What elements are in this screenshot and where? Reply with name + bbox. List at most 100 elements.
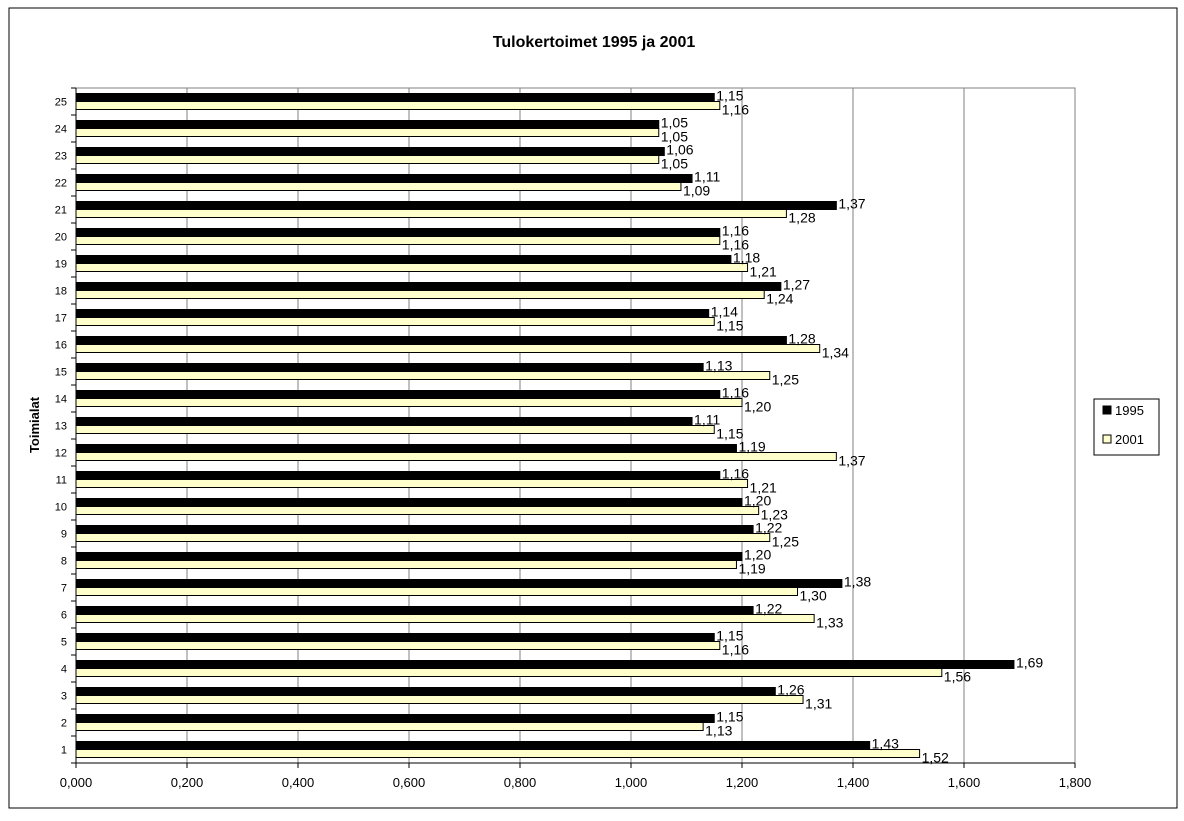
data-label-1995: 1,15 — [716, 88, 743, 104]
data-label-1995: 1,18 — [733, 250, 760, 266]
y-tick-label: 19 — [55, 259, 67, 271]
y-tick-label: 17 — [55, 313, 67, 325]
bar-2001 — [75, 479, 749, 488]
x-tick-label: 1,800 — [1059, 775, 1092, 790]
bar-2001 — [75, 371, 771, 380]
data-label-1995: 1,37 — [838, 196, 865, 212]
data-label-1995: 1,20 — [744, 493, 771, 509]
data-label-1995: 1,69 — [1016, 655, 1043, 671]
legend: 1995 2001 — [1093, 398, 1160, 456]
data-label-1995: 1,27 — [783, 277, 810, 293]
data-labels: 1,431,521,151,131,261,311,691,561,151,16… — [661, 88, 1044, 766]
y-tick-label: 22 — [55, 178, 67, 190]
data-label-2001: 1,20 — [744, 399, 771, 415]
bar-2001 — [75, 425, 715, 434]
bar-2001 — [75, 209, 787, 218]
bar-1995 — [75, 282, 782, 291]
data-label-2001: 1,25 — [772, 372, 799, 388]
legend-box — [1093, 398, 1160, 456]
y-tick-label: 1 — [61, 745, 67, 757]
y-tick-label: 11 — [56, 475, 67, 487]
x-tick-label: 0,400 — [282, 775, 315, 790]
bar-2001 — [75, 155, 660, 164]
bar-2001 — [75, 749, 921, 758]
bars — [75, 93, 1015, 758]
bar-1995 — [75, 93, 715, 102]
bar-1995 — [75, 390, 721, 399]
data-label-2001: 1,16 — [722, 102, 749, 118]
bar-1995 — [75, 633, 715, 642]
y-tick-label: 9 — [61, 529, 67, 541]
y-tick-label: 13 — [55, 421, 67, 433]
bar-2001 — [75, 398, 743, 407]
bar-2001 — [75, 560, 737, 569]
legend-swatch-2001 — [1102, 434, 1112, 444]
bar-1995 — [75, 498, 743, 507]
bar-1995 — [75, 174, 693, 183]
bar-1995 — [75, 336, 787, 345]
data-label-1995: 1,06 — [666, 142, 693, 158]
data-label-2001: 1,05 — [661, 156, 688, 172]
data-label-2001: 1,23 — [761, 507, 788, 523]
bar-1995 — [75, 687, 776, 696]
bar-1995 — [75, 741, 871, 750]
data-label-1995: 1,15 — [716, 709, 743, 725]
data-label-1995: 1,22 — [755, 601, 782, 617]
y-tick-label: 3 — [61, 691, 67, 703]
data-label-2001: 1,21 — [750, 264, 777, 280]
data-label-2001: 1,56 — [944, 669, 971, 685]
x-tick-label: 0,200 — [171, 775, 204, 790]
data-label-1995: 1,22 — [755, 520, 782, 536]
data-label-2001: 1,09 — [683, 183, 710, 199]
y-tick-label: 18 — [55, 286, 67, 298]
bar-1995 — [75, 606, 754, 615]
data-label-2001: 1,33 — [816, 615, 843, 631]
data-label-2001: 1,37 — [838, 453, 865, 469]
y-tick-label: 8 — [61, 556, 67, 568]
bar-2001 — [75, 344, 821, 353]
data-label-1995: 1,20 — [744, 547, 771, 563]
bar-1995 — [75, 228, 721, 237]
bar-2001 — [75, 317, 715, 326]
y-tick-label: 23 — [55, 151, 67, 163]
legend-label-1995: 1995 — [1115, 403, 1144, 418]
y-tick-label: 16 — [55, 340, 67, 352]
x-tick-label: 0,600 — [393, 775, 426, 790]
chart-title: Tulokertoimet 1995 ja 2001 — [493, 34, 696, 51]
x-tick-label: 0,000 — [60, 775, 93, 790]
y-tick-label: 15 — [55, 367, 67, 379]
bar-2001 — [75, 182, 682, 191]
data-label-1995: 1,28 — [788, 331, 815, 347]
x-tick-label: 0,800 — [504, 775, 537, 790]
y-axis-title: Toimialat — [27, 396, 42, 453]
data-label-1995: 1,16 — [722, 466, 749, 482]
bar-1995 — [75, 552, 743, 561]
bar-1995 — [75, 579, 843, 588]
y-tick-label: 21 — [55, 205, 67, 217]
bar-2001 — [75, 506, 760, 515]
y-tick-label: 2 — [61, 718, 67, 730]
legend-swatch-1995 — [1102, 405, 1112, 415]
x-tick-label: 1,400 — [837, 775, 870, 790]
bar-1995 — [75, 120, 660, 129]
data-label-2001: 1,34 — [822, 345, 849, 361]
bar-2001 — [75, 101, 721, 110]
bar-2001 — [75, 614, 815, 623]
bar-2001 — [75, 236, 721, 245]
data-label-1995: 1,16 — [722, 385, 749, 401]
data-label-2001: 1,13 — [705, 723, 732, 739]
data-label-2001: 1,15 — [716, 426, 743, 442]
legend-label-2001: 2001 — [1115, 432, 1144, 447]
bar-1995 — [75, 147, 665, 156]
data-label-1995: 1,11 — [694, 169, 720, 185]
data-label-2001: 1,19 — [738, 561, 765, 577]
data-label-1995: 1,11 — [694, 412, 720, 428]
data-label-1995: 1,05 — [661, 115, 688, 131]
y-tick-label: 6 — [61, 610, 67, 622]
data-label-1995: 1,14 — [711, 304, 738, 320]
bar-2001 — [75, 722, 704, 731]
data-label-1995: 1,43 — [872, 736, 899, 752]
bar-1995 — [75, 363, 704, 372]
data-label-2001: 1,28 — [788, 210, 815, 226]
